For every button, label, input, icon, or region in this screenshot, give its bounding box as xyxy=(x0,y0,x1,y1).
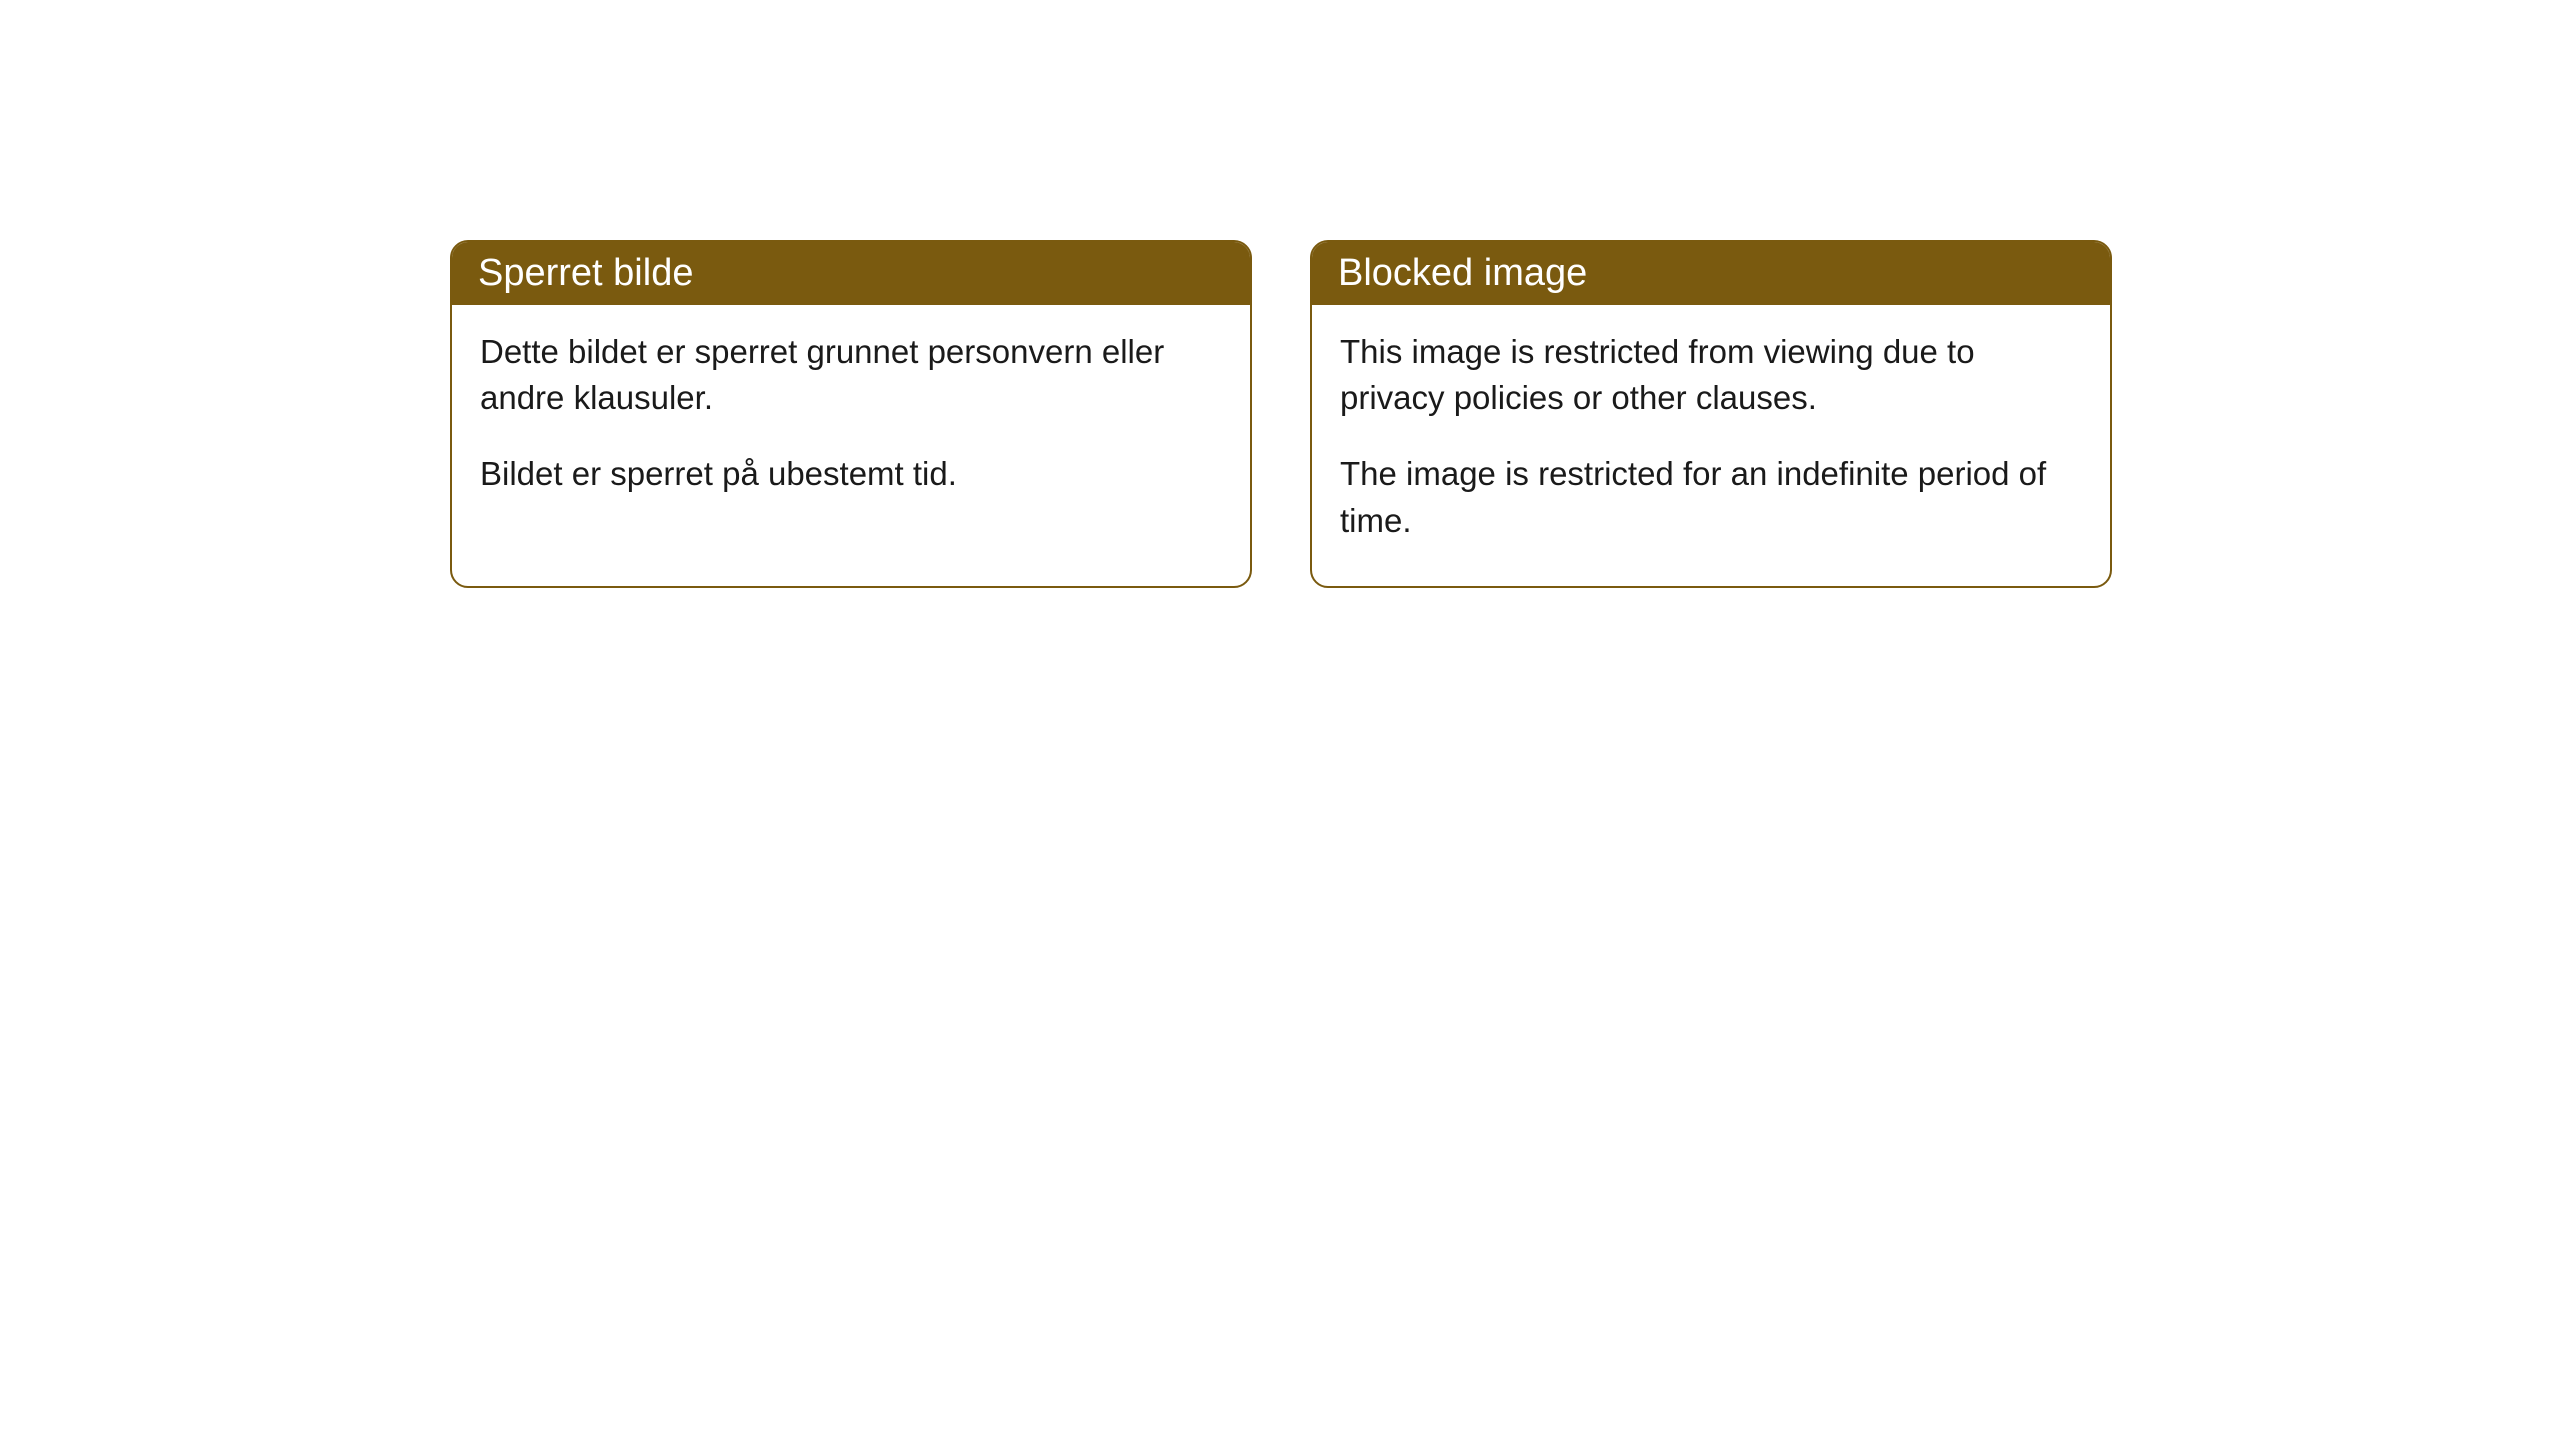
card-title: Blocked image xyxy=(1338,252,1587,294)
card-body: This image is restricted from viewing du… xyxy=(1312,305,2110,586)
card-paragraph-1: Dette bildet er sperret grunnet personve… xyxy=(480,329,1222,421)
card-body: Dette bildet er sperret grunnet personve… xyxy=(452,305,1250,540)
card-title: Sperret bilde xyxy=(478,252,693,294)
notice-cards-container: Sperret bilde Dette bildet er sperret gr… xyxy=(450,240,2560,588)
card-header: Blocked image xyxy=(1312,242,2110,305)
card-paragraph-2: Bildet er sperret på ubestemt tid. xyxy=(480,451,1222,497)
notice-card-english: Blocked image This image is restricted f… xyxy=(1310,240,2112,588)
card-paragraph-1: This image is restricted from viewing du… xyxy=(1340,329,2082,421)
card-paragraph-2: The image is restricted for an indefinit… xyxy=(1340,451,2082,543)
card-header: Sperret bilde xyxy=(452,242,1250,305)
notice-card-norwegian: Sperret bilde Dette bildet er sperret gr… xyxy=(450,240,1252,588)
